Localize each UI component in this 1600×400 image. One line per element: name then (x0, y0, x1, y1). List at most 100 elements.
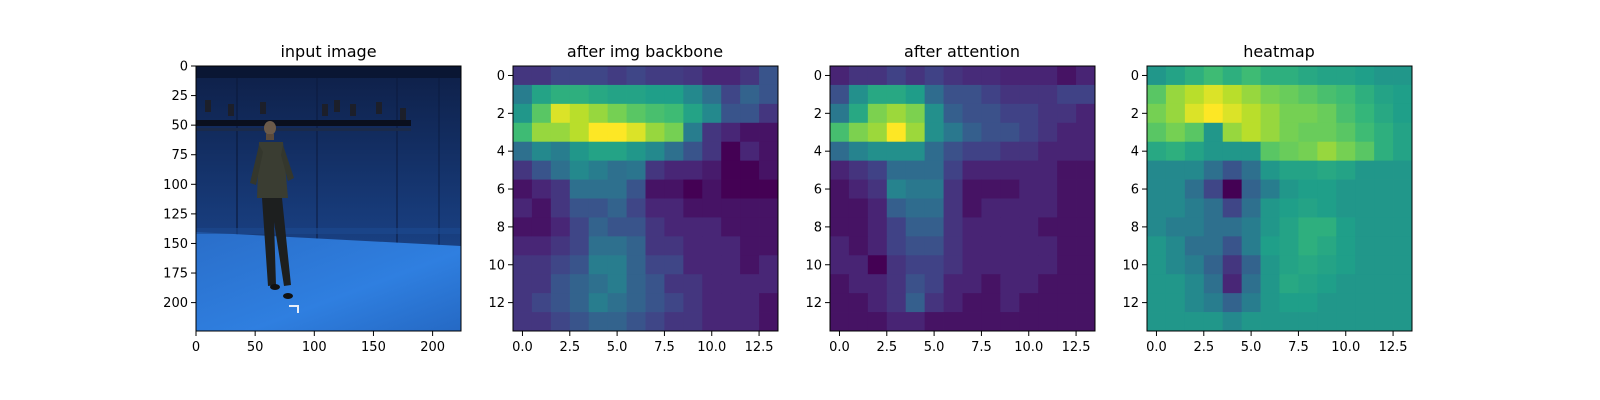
heatmap-cell (1336, 66, 1356, 86)
heatmap-cell (683, 160, 703, 180)
heatmap-cell (550, 103, 571, 124)
heatmap-cell (1000, 141, 1020, 162)
heatmap-cell (1298, 255, 1318, 275)
heatmap-cell (569, 236, 590, 256)
heatmap-cell (1165, 160, 1186, 180)
heatmap-cell (1076, 293, 1096, 313)
heatmap-cell (1019, 179, 1039, 199)
y-tick-label: 6 (814, 183, 822, 198)
heatmap-cell (645, 217, 665, 237)
heatmap-cell (1355, 103, 1375, 124)
heatmap-cell (924, 274, 944, 294)
y-tick-label: 4 (497, 145, 505, 160)
heatmap-cell (886, 198, 907, 218)
heatmap-cell (1203, 179, 1224, 199)
x-tick-label: 12.5 (1062, 340, 1091, 355)
heatmap-cell (664, 160, 684, 180)
heatmap-cell (1336, 141, 1356, 162)
heatmap-cell (1393, 236, 1413, 256)
heatmap-cell (740, 160, 760, 180)
heatmap-cell (550, 84, 571, 105)
heatmap-cell (1203, 84, 1224, 105)
heatmap-cell (1203, 141, 1224, 162)
heatmap-cell (740, 217, 760, 237)
heatmap-cell (1298, 274, 1318, 294)
panel-title: after img backbone (567, 42, 723, 61)
heatmap-cell (1076, 217, 1096, 237)
heatmap-cell (664, 122, 684, 143)
heatmap-cell (759, 198, 779, 218)
heatmap-cell (550, 312, 571, 332)
heatmap-cell (683, 255, 703, 275)
heatmap-cell (683, 66, 703, 86)
heatmap-cell (721, 84, 741, 105)
heatmap-cell (1222, 198, 1243, 218)
heatmap-cell (664, 293, 684, 313)
heatmap-cell (924, 255, 944, 275)
heatmap-cell (867, 274, 888, 294)
heatmap-cell (626, 141, 646, 162)
heatmap-cell (981, 160, 1001, 180)
heatmap-cell (1203, 217, 1224, 237)
x-tick-label: 5.0 (607, 340, 628, 355)
heatmap-cell (531, 160, 552, 180)
panel-after-attention: after attention (830, 42, 1096, 332)
heatmap-cell (1057, 274, 1077, 294)
axes-frame (1146, 65, 1413, 332)
heatmap-cell (943, 236, 963, 256)
heatmap-cell (1393, 179, 1413, 199)
heatmap-cell (1336, 84, 1356, 105)
heatmap-cell (607, 84, 627, 105)
heatmap-cell (830, 84, 850, 105)
heatmap-cell (830, 312, 850, 332)
heatmap-cell (531, 84, 552, 105)
heatmap-cell (702, 179, 722, 199)
heatmap-cell (848, 179, 869, 199)
y-tick-label: 8 (1131, 220, 1139, 235)
heatmap-cell (1317, 122, 1337, 143)
heatmap-cell (905, 122, 926, 143)
heatmap-cell (1298, 122, 1318, 143)
heatmap-cell (1019, 236, 1039, 256)
heatmap-cell (664, 236, 684, 256)
heatmap-cell (886, 84, 907, 105)
heatmap-cell (1317, 255, 1337, 275)
heatmap-cell (1355, 198, 1375, 218)
heatmap-cell (1165, 84, 1186, 105)
y-tick-label: 6 (497, 183, 505, 198)
heatmap-cell (1184, 236, 1205, 256)
heatmap-cell (1222, 141, 1243, 162)
heatmap-cell (886, 274, 907, 294)
heatmap-cell (1184, 217, 1205, 237)
heatmap-cell (1222, 255, 1243, 275)
heatmap-cell (867, 66, 888, 86)
heatmap-cell (1355, 160, 1375, 180)
heatmap-cell (569, 160, 590, 180)
heatmap-cell (607, 122, 627, 143)
heatmap-cell (924, 122, 944, 143)
heatmap-cell (848, 312, 869, 332)
heatmap-cell (1203, 255, 1224, 275)
heatmap-cell (1000, 312, 1020, 332)
heatmap-cell (1038, 103, 1058, 124)
heatmap-cell (1241, 312, 1261, 332)
heatmap-cell (924, 160, 944, 180)
panel-title: after attention (904, 42, 1020, 61)
heatmap-cell (1165, 293, 1186, 313)
heatmap-cell (569, 122, 590, 143)
heatmap-cell (721, 255, 741, 275)
heatmap-cell (1147, 179, 1167, 199)
heatmap-cell (905, 274, 926, 294)
heatmap-cell (550, 66, 571, 86)
heatmap-cell (588, 236, 609, 256)
heatmap-cell (513, 236, 533, 256)
heatmap-cell (1241, 103, 1261, 124)
heatmap-cell (981, 217, 1001, 237)
y-tick-label: 200 (163, 296, 188, 311)
heatmap-cell (1317, 84, 1337, 105)
heatmap-cell (721, 141, 741, 162)
heatmap-cell (1184, 179, 1205, 199)
heatmap-cell (607, 274, 627, 294)
heatmap-cell (664, 179, 684, 199)
heatmap-cell (1260, 274, 1280, 294)
